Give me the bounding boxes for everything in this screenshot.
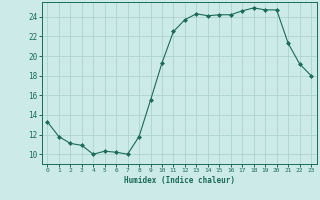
X-axis label: Humidex (Indice chaleur): Humidex (Indice chaleur) [124, 176, 235, 185]
